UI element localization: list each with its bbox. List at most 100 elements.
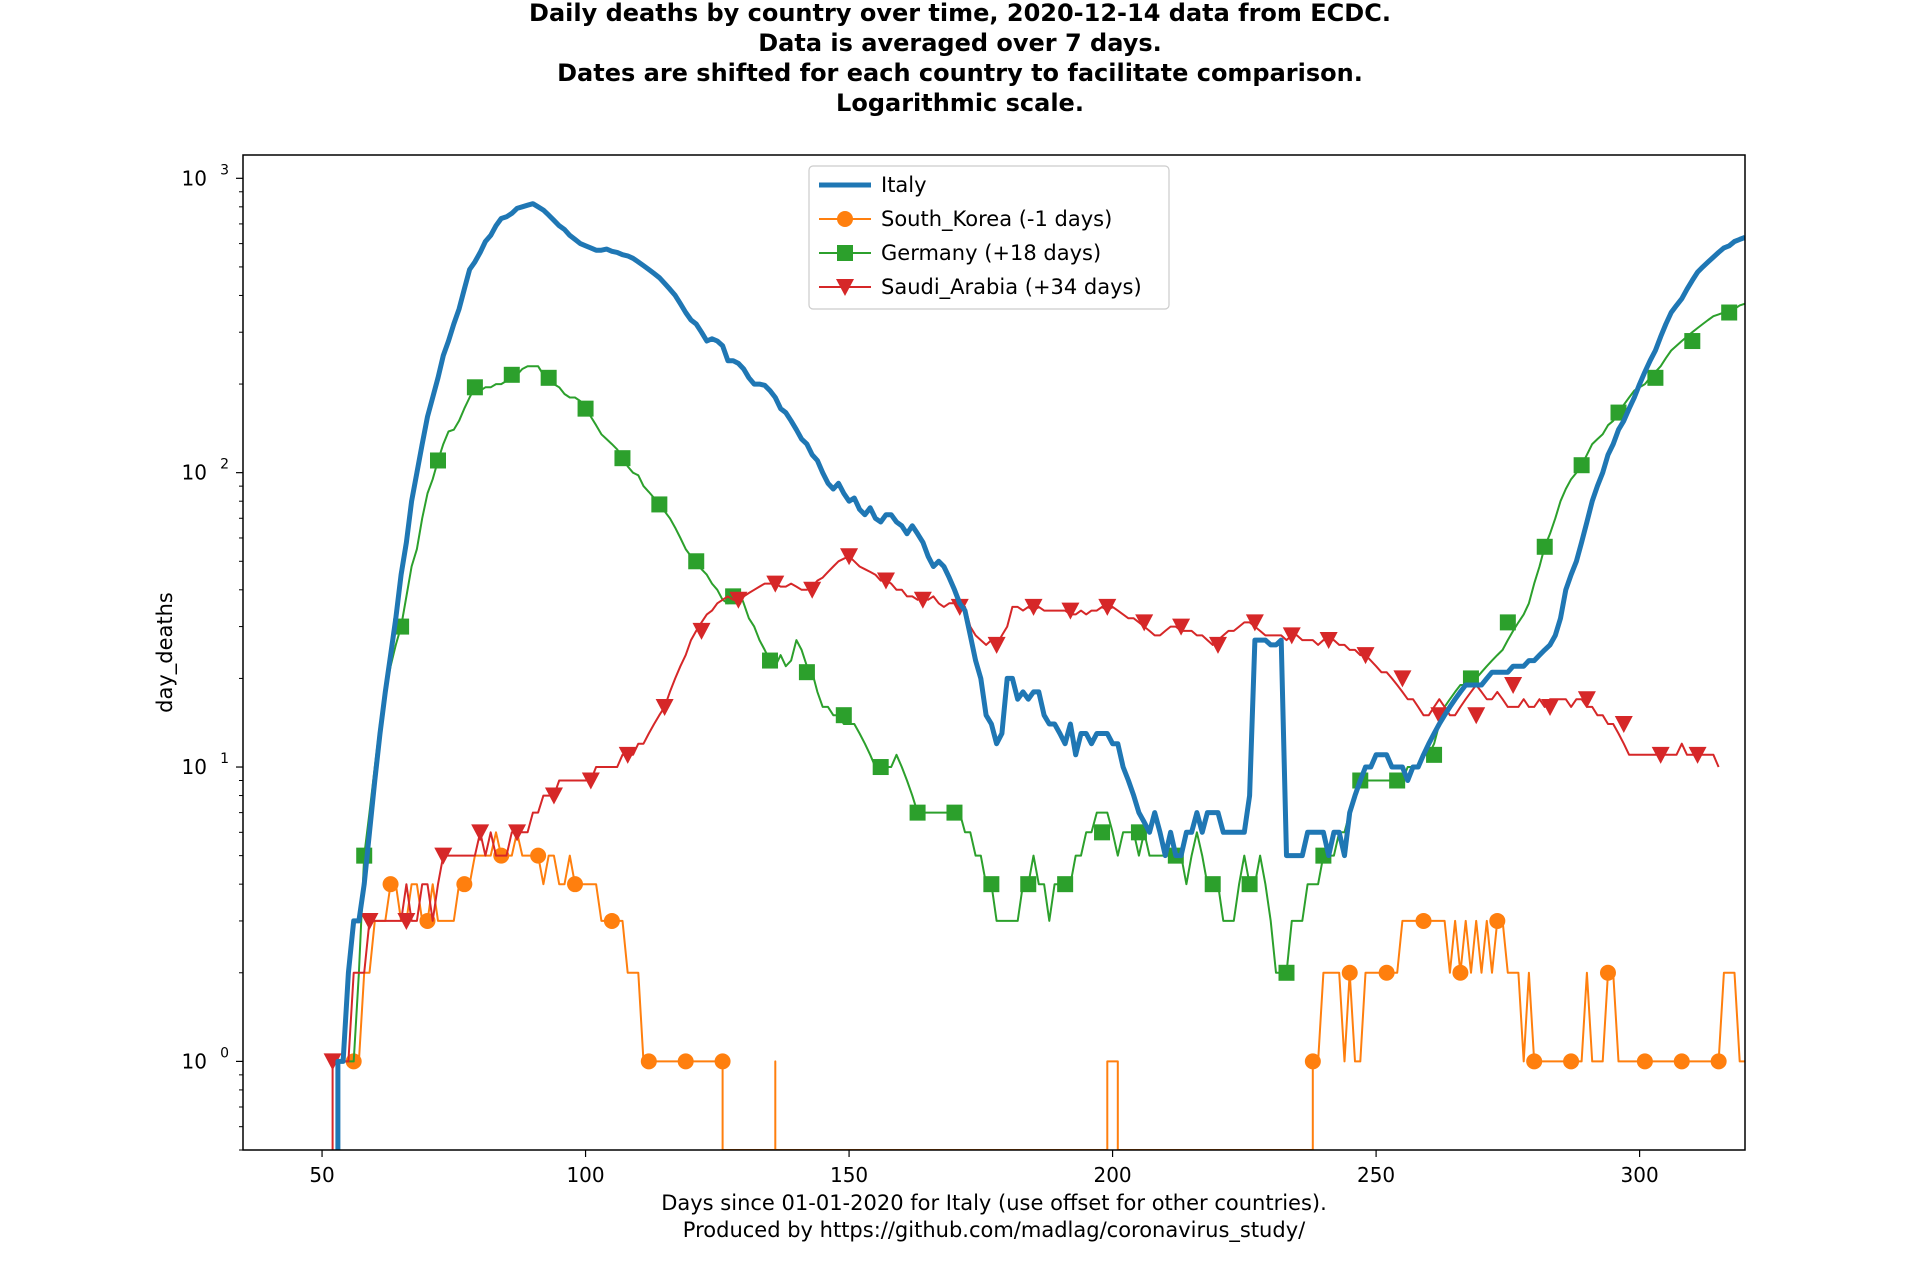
chart-title-line: Daily deaths by country over time, 2020-…	[529, 0, 1391, 27]
germany-line	[336, 302, 1745, 1150]
x-axis: 50 100 150 200 250 300 Days since 01-01-2020 f…	[309, 1150, 1659, 1243]
south-korea-point	[1489, 912, 1506, 929]
saudi-arabia-point	[729, 591, 748, 609]
legend-germany-point	[837, 245, 853, 261]
south-korea-point	[1304, 1053, 1321, 1070]
saudi-arabia-point	[508, 824, 527, 842]
germany-point	[651, 496, 668, 513]
saudi-arabia-point	[1356, 647, 1375, 665]
x-tick-label: 100	[566, 1163, 604, 1187]
chart-title-line: Dates are shifted for each country to fa…	[557, 59, 1363, 87]
saudi-arabia-point	[913, 591, 932, 609]
saudi-arabia-point	[1135, 614, 1154, 632]
saudi-arabia-point	[434, 847, 453, 865]
saudi-arabia-point	[1467, 707, 1486, 725]
saudi-arabia-point	[544, 787, 563, 805]
south-korea-point	[1341, 964, 1358, 981]
chart-title-line: Data is averaged over 7 days.	[758, 29, 1162, 57]
y-tick-exponent: 2	[220, 457, 229, 473]
germany-point	[983, 876, 1000, 893]
germany-point	[1094, 824, 1111, 841]
saudi-arabia-point	[360, 912, 379, 930]
germany-point	[1536, 538, 1553, 555]
germany-point	[872, 759, 889, 776]
y-tick-exponent: 3	[220, 162, 229, 178]
south-korea-point	[1710, 1053, 1727, 1070]
south-korea-point	[567, 876, 584, 893]
germany-point	[1499, 614, 1516, 631]
germany-point	[1278, 964, 1295, 981]
germany-point	[1462, 670, 1479, 687]
south-korea-point	[456, 876, 473, 893]
legend-saudi-arabia-point	[836, 279, 854, 296]
south-korea-point	[1526, 1053, 1543, 1070]
series-group	[323, 201, 1745, 1150]
saudi-arabia-point	[1061, 602, 1080, 620]
germany-point	[1573, 457, 1590, 474]
germany-point	[835, 707, 852, 724]
south-korea-line	[336, 831, 1745, 1150]
x-tick-label: 300	[1621, 1163, 1659, 1187]
saudi-arabia-point	[876, 572, 895, 590]
south-korea-point	[677, 1053, 694, 1070]
germany-point	[688, 553, 705, 570]
germany-point	[1057, 876, 1074, 893]
saudi-arabia-point	[323, 1053, 342, 1071]
legend-label: South_Korea (-1 days)	[881, 207, 1112, 232]
saudi-arabia-point	[1024, 598, 1043, 616]
saudi-arabia-point	[692, 622, 711, 640]
legend-box	[808, 165, 1170, 310]
saudi-arabia-point	[1614, 716, 1633, 734]
x-axis-label: Produced by https://github.com/madlag/co…	[683, 1218, 1306, 1243]
x-tick-label: 150	[830, 1163, 868, 1187]
legend: Italy South_Korea (-1 days) Germany (+18 d…	[808, 165, 1170, 310]
y-tick-label: 10	[182, 1049, 207, 1073]
saudi-arabia-point	[766, 575, 785, 593]
y-tick-label: 10	[182, 755, 207, 779]
y-tick-label: 10	[182, 461, 207, 485]
y-tick-exponent: 0	[220, 1045, 229, 1061]
x-tick-label: 200	[1093, 1163, 1131, 1187]
germany-point	[1426, 746, 1443, 763]
saudi-arabia-series	[323, 548, 1720, 1150]
south-korea-point	[1415, 912, 1432, 929]
saudi-arabia-point	[1393, 670, 1412, 688]
saudi-arabia-point	[840, 548, 859, 566]
saudi-arabia-point	[1504, 676, 1523, 694]
saudi-arabia-point	[1172, 618, 1191, 636]
saudi-arabia-point	[1208, 636, 1227, 654]
south-korea-point	[1673, 1053, 1690, 1070]
saudi-arabia-point	[1282, 627, 1301, 645]
south-korea-point	[603, 912, 620, 929]
germany-point	[614, 450, 631, 467]
y-axis: 10 0 10 1 10 2 10 3 day_deaths	[153, 162, 243, 1151]
germany-point	[1020, 876, 1037, 893]
saudi-arabia-point	[618, 746, 637, 764]
saudi-arabia-line	[331, 555, 1720, 1150]
germany-point	[1610, 404, 1627, 421]
germany-point	[1130, 824, 1147, 841]
south-korea-point	[714, 1053, 731, 1070]
legend-item-germany: Germany (+18 days)	[819, 241, 1101, 265]
legend-south-korea-point	[837, 211, 853, 227]
saudi-arabia-point	[581, 772, 600, 790]
germany-point	[1389, 772, 1406, 789]
legend-label: Germany (+18 days)	[881, 241, 1101, 265]
south-korea-point	[1636, 1053, 1653, 1070]
plot-frame	[242, 154, 1746, 1151]
saudi-arabia-point	[1098, 598, 1117, 616]
saudi-arabia-point	[471, 824, 490, 842]
germany-point	[1241, 876, 1258, 893]
y-tick-label: 10	[182, 166, 207, 190]
saudi-arabia-point	[1430, 707, 1449, 725]
legend-item-italy: Italy	[819, 173, 927, 197]
legend-item-south-korea: South_Korea (-1 days)	[819, 207, 1112, 232]
germany-point	[466, 379, 483, 396]
germany-point	[909, 804, 926, 821]
germany-point	[798, 664, 815, 681]
south-korea-point	[1599, 964, 1616, 981]
south-korea-point	[530, 847, 547, 864]
y-axis-label: day_deaths	[153, 592, 178, 713]
germany-point	[503, 366, 520, 383]
y-tick-exponent: 1	[220, 751, 229, 767]
